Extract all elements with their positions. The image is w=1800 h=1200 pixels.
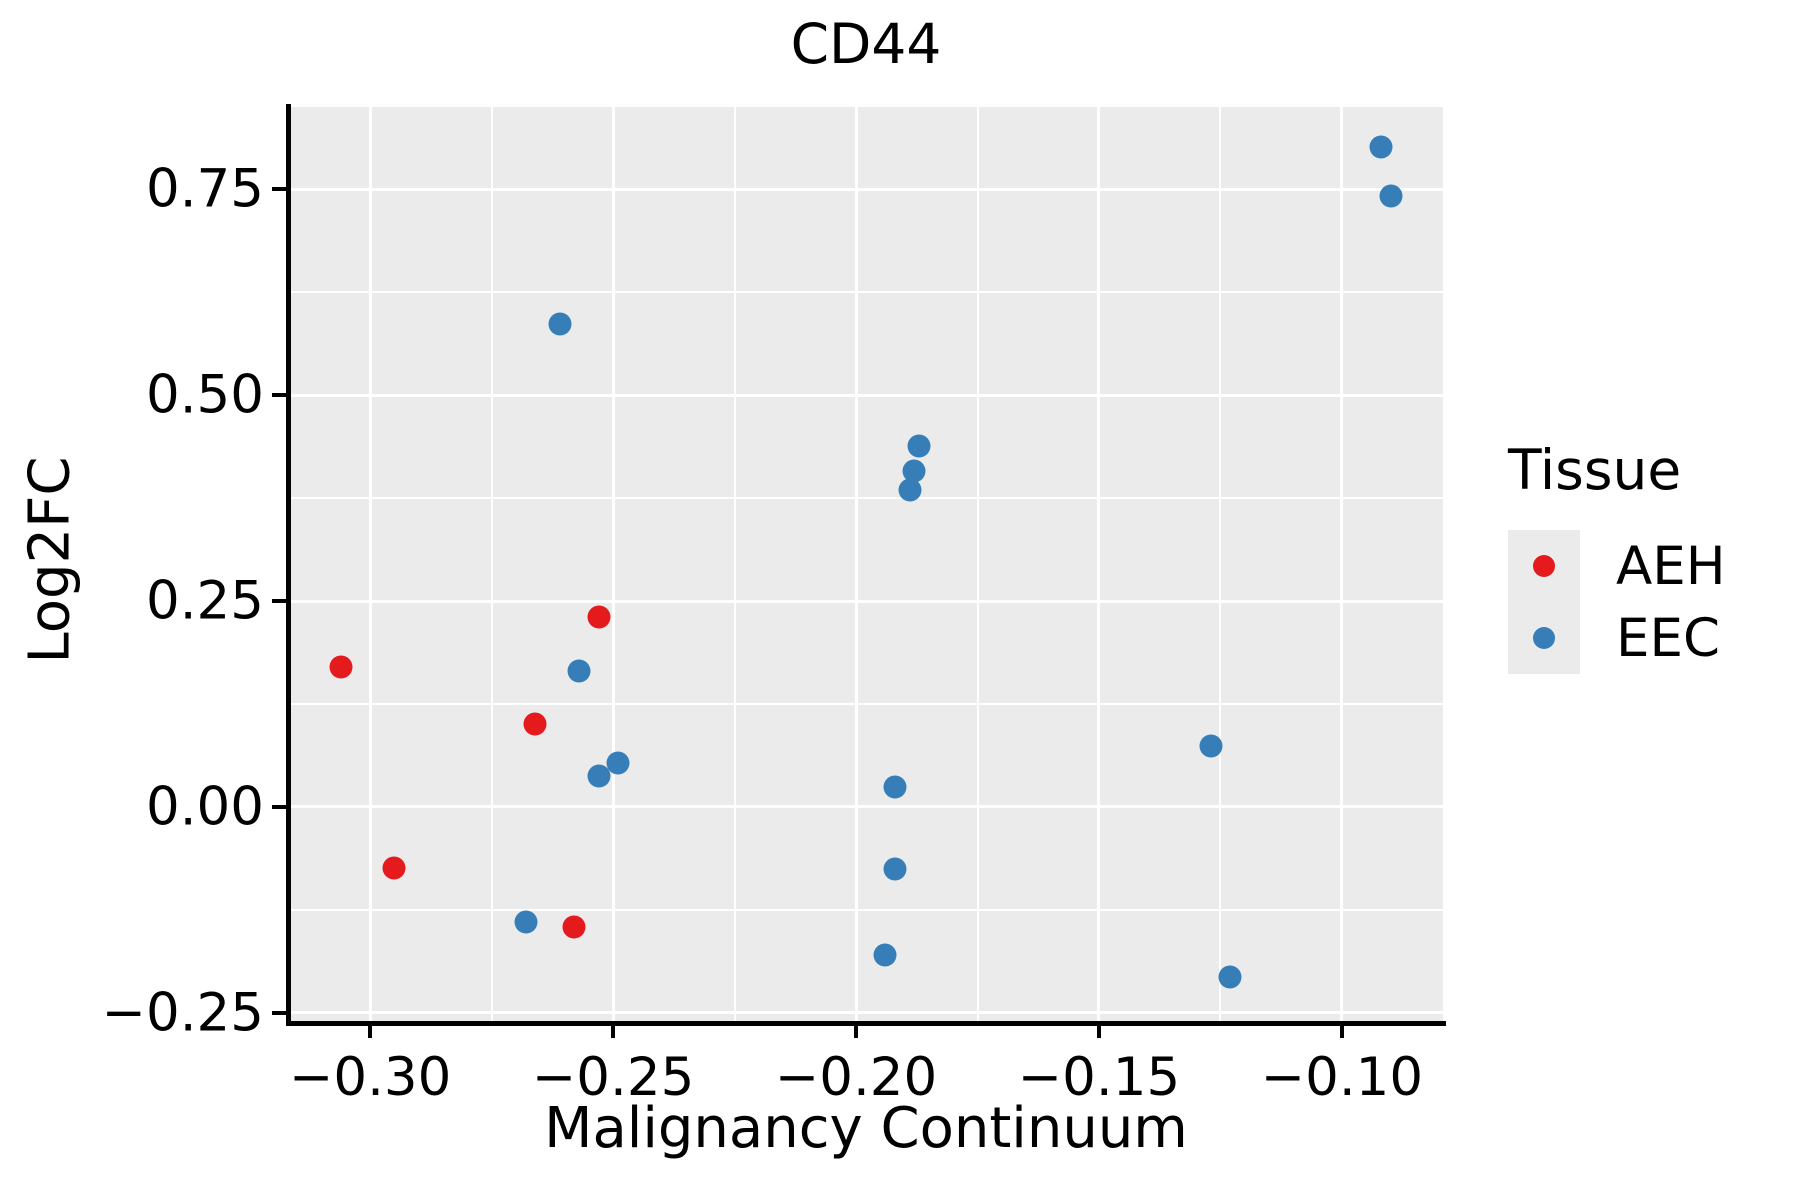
x-tick-label: −0.20 [774,1047,938,1108]
data-point-eec [1369,135,1393,159]
legend: Tissue AEH EEC [1508,438,1726,674]
legend-key [1508,530,1580,602]
minor-gridline-vertical [490,107,493,1021]
data-point-eec [873,943,897,967]
x-tick-mark [854,1024,859,1038]
legend-entries: AEH EEC [1508,530,1726,674]
data-point-eec [907,434,931,458]
chart-title: CD44 [790,12,942,76]
data-point-eec [883,775,907,799]
y-tick-mark [272,599,288,604]
minor-gridline-horizontal [290,497,1443,500]
y-tick-label: 0.75 [145,158,264,220]
minor-gridline-vertical [1219,107,1222,1021]
major-gridline-vertical [1340,107,1344,1021]
legend-label-aeh: AEH [1616,535,1726,597]
legend-dot-aeh [1533,555,1555,577]
x-tick-mark [611,1024,616,1038]
legend-dot-eec [1533,627,1555,649]
major-gridline-horizontal [290,805,1443,809]
major-gridline-vertical [854,107,858,1021]
major-gridline-horizontal [290,1011,1443,1015]
y-tick-label: 0.50 [145,364,264,426]
data-point-eec [514,910,538,934]
x-tick-label: −0.15 [1017,1047,1181,1108]
y-axis-spine [286,104,291,1026]
minor-gridline-vertical [733,107,736,1021]
major-gridline-horizontal [290,187,1443,191]
x-axis-label: Malignancy Continuum [544,1096,1188,1161]
minor-gridline-horizontal [290,291,1443,294]
major-gridline-vertical [368,107,372,1021]
y-tick-label: 0.00 [145,776,264,838]
minor-gridline-horizontal [290,702,1443,705]
major-gridline-horizontal [290,599,1443,603]
legend-title: Tissue [1508,438,1682,502]
data-point-eec [567,659,591,683]
x-tick-mark [368,1024,373,1038]
data-point-eec [902,459,926,483]
major-gridline-vertical [611,107,615,1021]
data-point-aeh [382,856,406,880]
y-tick-mark [272,1010,288,1015]
x-tick-mark [1339,1024,1344,1038]
plot-panel [290,107,1443,1021]
x-axis-spine [286,1021,1446,1026]
data-point-eec [1218,965,1242,989]
x-tick-mark [1096,1024,1101,1038]
data-point-aeh [587,605,611,629]
major-gridline-vertical [1097,107,1101,1021]
data-point-eec [606,751,630,775]
y-tick-label: −0.25 [101,982,264,1044]
data-point-eec [883,857,907,881]
x-tick-label: −0.25 [531,1047,695,1108]
data-point-eec [1199,734,1223,758]
data-point-eec [898,478,921,502]
x-tick-label: −0.10 [1260,1047,1424,1108]
data-point-aeh [329,655,353,679]
data-point-eec [587,764,611,788]
data-point-aeh [523,712,547,736]
legend-label-eec: EEC [1616,607,1720,669]
y-tick-mark [272,804,288,809]
minor-gridline-horizontal [290,908,1443,911]
major-gridline-horizontal [290,393,1443,397]
minor-gridline-vertical [976,107,979,1021]
legend-key [1508,602,1580,674]
y-axis-label: Log2FC [17,456,83,664]
legend-entry-eec: EEC [1508,602,1726,674]
y-tick-mark [272,393,288,398]
y-tick-label: 0.25 [145,570,264,632]
data-point-eec [1379,184,1403,208]
y-tick-mark [272,187,288,192]
data-point-aeh [562,915,586,939]
data-point-eec [548,312,572,336]
legend-entry-aeh: AEH [1508,530,1726,602]
x-tick-label: −0.30 [288,1047,452,1108]
